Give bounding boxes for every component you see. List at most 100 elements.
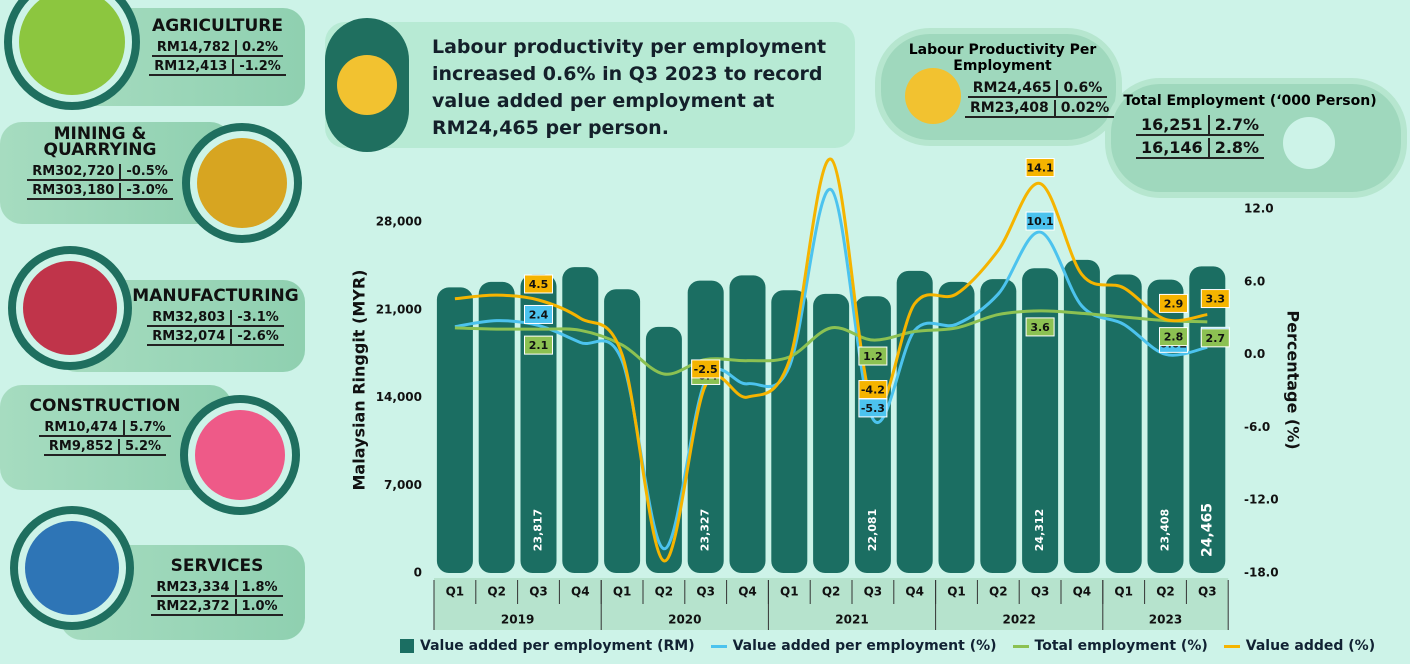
stat-value: -2.6% <box>230 329 283 344</box>
sector-text: AGRICULTURE RM14,782 0.2% RM12,413 -1.2% <box>135 18 300 78</box>
legend-swatch <box>1223 644 1240 648</box>
y-tick-label: 21,000 <box>376 302 422 316</box>
bar <box>604 289 641 573</box>
sector-name: MANUFACTURING <box>132 286 299 306</box>
stat-row: 16,146 2.8% <box>1135 138 1265 159</box>
y2-tick-label: 0.0 <box>1244 347 1265 361</box>
stat-value: RM32,803 <box>152 310 226 325</box>
legend-item: Value added per employment (RM) <box>400 638 695 654</box>
stat-row: RM303,180 -3.0% <box>27 183 173 200</box>
stat-value: RM23,408 <box>970 100 1049 116</box>
x-tick-label: Q2 <box>989 585 1008 599</box>
sector-text: MINING & QUARRYING RM302,720 -0.5% RM303,18… <box>10 126 190 202</box>
x-tick-label: Q3 <box>696 585 715 599</box>
x-tick-label: Q1 <box>947 585 966 599</box>
sector-text: CONSTRUCTION RM10,474 5.7% RM9,852 5.2% <box>10 398 200 458</box>
bar-value-label: 22,081 <box>866 509 879 551</box>
x-group-label: 2019 <box>501 613 534 627</box>
y-tick-label: 14,000 <box>376 390 422 404</box>
line <box>454 157 1208 563</box>
stat-value: 1.8% <box>234 580 283 595</box>
stat-row: RM32,803 -3.1% <box>147 310 284 327</box>
line-value-label: 3.3 <box>1206 293 1226 306</box>
x-group-label: 2021 <box>835 613 868 627</box>
y2-tick-label: -12.0 <box>1244 493 1279 507</box>
stat-value: 2.8% <box>1207 138 1264 157</box>
legend-item: Value added (%) <box>1223 638 1376 654</box>
stat-icon <box>1283 117 1335 169</box>
bar <box>478 281 515 573</box>
x-axis-band <box>434 578 1229 630</box>
x-tick-label: Q3 <box>864 585 883 599</box>
line-value-label: 3.6 <box>1030 321 1050 334</box>
y2-tick-label: 6.0 <box>1244 274 1265 288</box>
legend-swatch <box>710 644 727 648</box>
stat-row: RM22,372 1.0% <box>151 599 283 616</box>
label-box <box>1159 327 1188 347</box>
x-tick-label: Q4 <box>571 585 590 599</box>
sector-icon-inner <box>19 0 125 95</box>
stat-value: -3.1% <box>230 310 283 325</box>
headline: Labour productivity per employment incre… <box>432 36 827 139</box>
bar <box>980 279 1017 573</box>
x-tick-label: Q1 <box>780 585 799 599</box>
line <box>454 188 1208 551</box>
stat-value: RM32,074 <box>152 329 226 344</box>
line-value-label: -2.5 <box>694 363 718 376</box>
x-tick-label: Q2 <box>655 585 674 599</box>
x-tick-label: Q3 <box>1031 585 1050 599</box>
label-box <box>1200 328 1230 348</box>
bar <box>938 281 975 573</box>
legend-item: Value added per employment (%) <box>710 638 997 654</box>
stat-value: RM22,372 <box>156 599 230 614</box>
label-box <box>1025 211 1055 231</box>
sector-name: SERVICES <box>170 556 264 576</box>
y2-tick-label: -6.0 <box>1244 420 1270 434</box>
stat-row: RM9,852 5.2% <box>43 439 167 456</box>
line-value-label: 2.9 <box>1164 297 1184 310</box>
x-tick-label: Q1 <box>446 585 465 599</box>
label-box <box>524 274 553 294</box>
y-tick-label: 0 <box>414 566 422 580</box>
bar-value-label: 24,312 <box>1033 509 1046 551</box>
sector-name: CONSTRUCTION <box>29 396 181 416</box>
line-value-label: 2.8 <box>1164 331 1184 344</box>
headline-box <box>325 22 855 148</box>
sector-icon-inner <box>195 410 285 500</box>
y2-axis-title: Percentage (%) <box>1284 310 1303 449</box>
stat-value: RM14,782 <box>156 40 231 55</box>
x-group-label: 2022 <box>1002 613 1035 627</box>
stat-row: RM23,334 1.8% <box>151 580 283 597</box>
x-group-label: 2023 <box>1149 613 1182 627</box>
y-tick-label: 28,000 <box>376 215 422 229</box>
bar <box>896 270 933 573</box>
stat-row: RM24,465 0.6% <box>967 80 1108 98</box>
stat-row: RM14,782 0.2% <box>151 40 284 57</box>
line-value-label: 2.4 <box>529 308 549 321</box>
x-tick-label: Q1 <box>613 585 632 599</box>
legend: Value added per employment (RM) Value add… <box>400 638 1375 654</box>
legend-label: Value added (%) <box>1245 638 1376 654</box>
sector-name: AGRICULTURE <box>152 16 283 36</box>
line-value-label: 2.1 <box>529 339 549 352</box>
x-tick-label: Q3 <box>529 585 548 599</box>
label-box <box>858 346 888 366</box>
bar <box>1147 279 1184 573</box>
bar-value-label: 23,817 <box>532 509 545 551</box>
sector-icon <box>182 123 302 243</box>
line-value-label: 4.5 <box>529 278 549 291</box>
sector-icon <box>4 0 140 110</box>
stat-row: 16,251 2.7% <box>1135 115 1265 136</box>
label-box <box>858 380 888 400</box>
x-tick-label: Q1 <box>1114 585 1133 599</box>
stat-title: Labour Productivity Per Employment <box>908 42 1097 74</box>
stat-value: RM302,720 <box>32 164 115 179</box>
stat-row: RM10,474 5.7% <box>39 420 171 437</box>
line-value-label: -4.2 <box>861 384 885 397</box>
stat-value: 1.0% <box>234 599 283 614</box>
line <box>454 309 1208 376</box>
stat-row: RM32,074 -2.6% <box>147 329 284 346</box>
stat-value: 5.2% <box>118 439 166 454</box>
